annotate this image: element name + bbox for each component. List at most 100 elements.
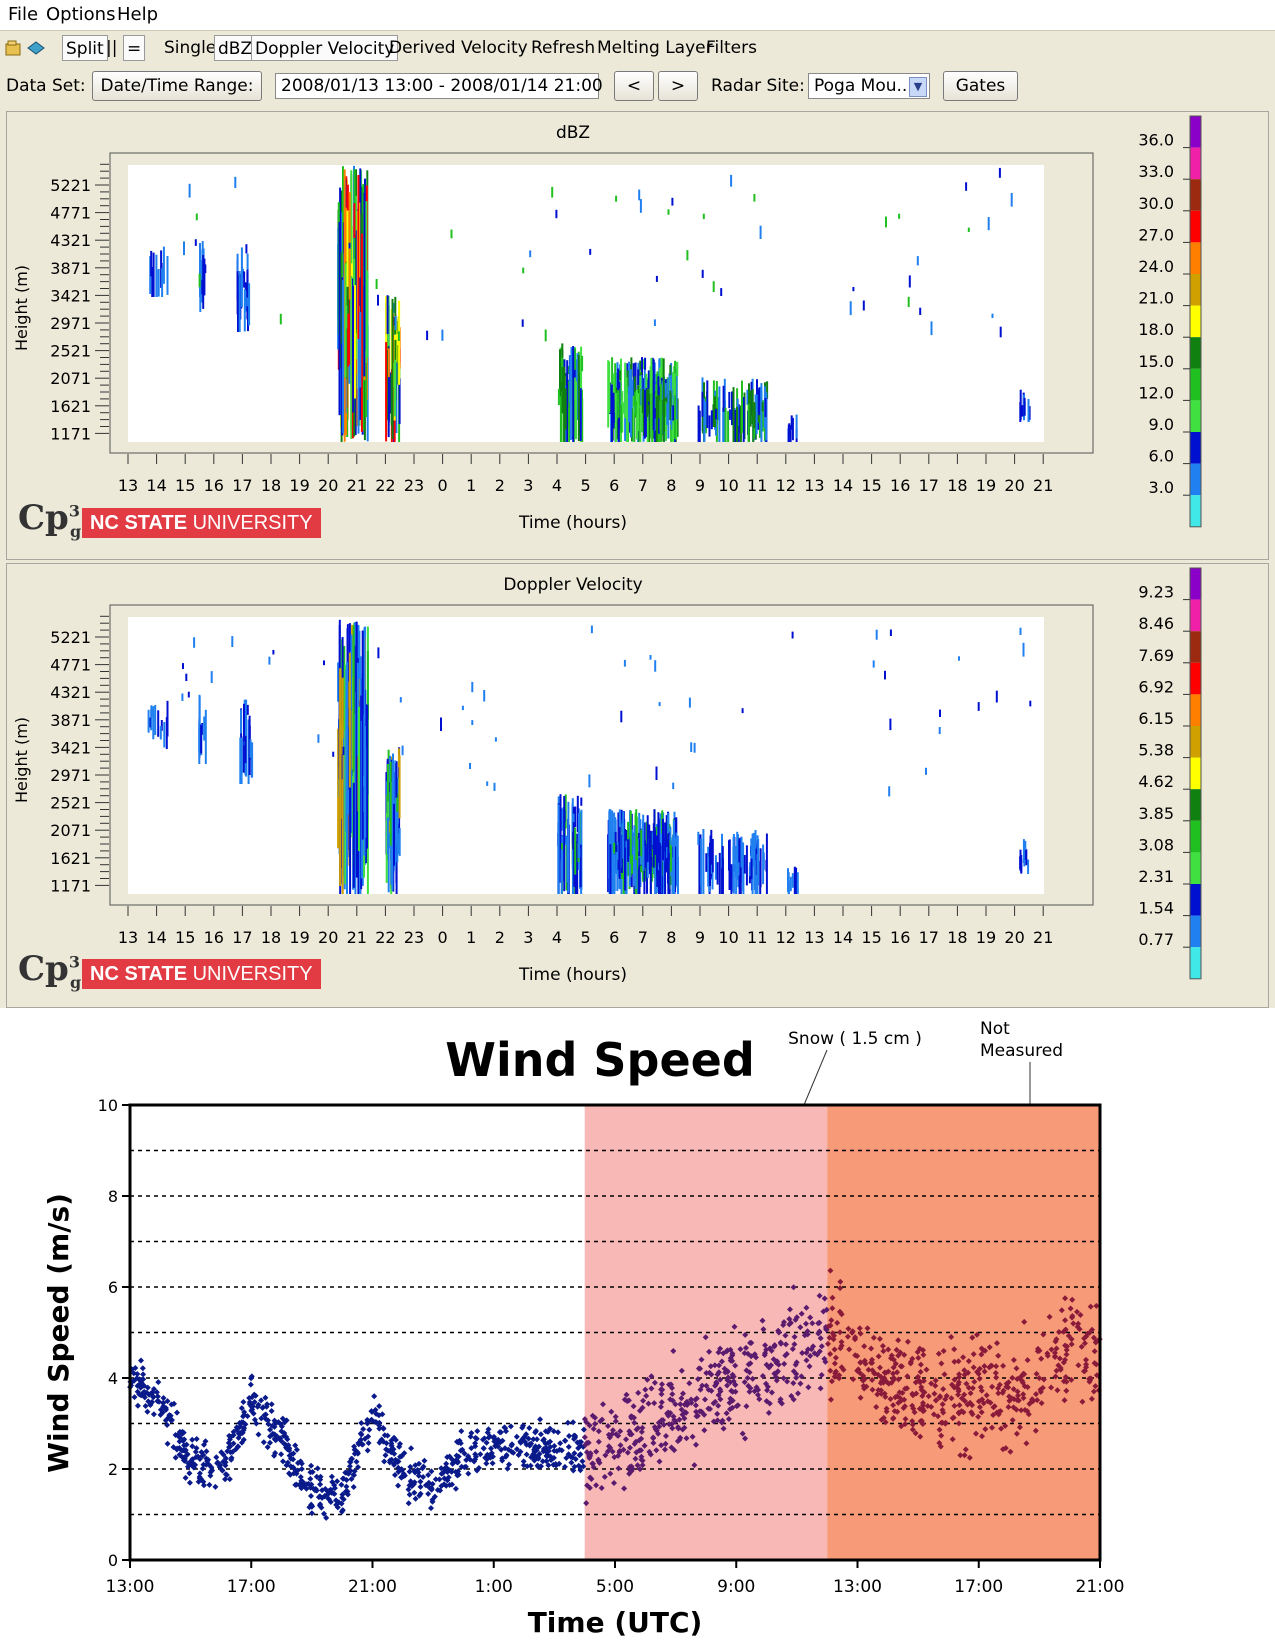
colorbar-label: 33.0 <box>1138 162 1174 181</box>
dbz-button[interactable]: dBZ <box>214 35 257 61</box>
melting-layer-button[interactable]: Melting Layer <box>597 38 713 58</box>
data-point <box>715 1369 722 1376</box>
data-point <box>1076 1326 1083 1333</box>
echo-speckle <box>195 213 198 221</box>
data-point <box>837 1309 844 1316</box>
echo-streak <box>560 382 563 392</box>
data-point <box>1010 1386 1017 1393</box>
date-range-field[interactable]: 2008/01/13 13:00 - 2008/01/14 21:00 <box>275 73 603 99</box>
doppler-velocity-button[interactable]: Doppler Velocity <box>251 35 399 61</box>
chevron-down-icon[interactable]: ▼ <box>909 77 927 97</box>
data-point <box>206 1481 213 1488</box>
data-point <box>239 1430 246 1436</box>
echo-streak <box>673 373 676 396</box>
echo-streak <box>764 398 767 418</box>
date-time-range-button[interactable]: Date/Time Range: <box>92 71 262 101</box>
x-tick-label: 1 <box>466 476 476 495</box>
echo-streak <box>352 625 355 773</box>
echo-streak <box>575 359 578 395</box>
data-point <box>763 1398 770 1405</box>
data-point <box>134 1371 141 1377</box>
data-point <box>706 1348 713 1355</box>
previous-button[interactable]: < <box>614 71 654 101</box>
data-point <box>168 1417 175 1424</box>
x-tick-label: 17 <box>919 928 939 947</box>
split-button[interactable]: Split <box>62 35 108 61</box>
echo-streak <box>574 827 577 875</box>
data-point <box>925 1393 932 1400</box>
echo-streak <box>734 409 737 442</box>
data-point <box>454 1458 461 1465</box>
colorbar-label: 2.31 <box>1138 867 1174 886</box>
echo-streak <box>577 355 580 442</box>
data-point <box>465 1453 472 1460</box>
gates-button[interactable]: Gates <box>943 71 1018 101</box>
data-point <box>138 1357 144 1364</box>
data-point <box>564 1419 571 1426</box>
echo-streak <box>1019 402 1022 422</box>
echo-streak <box>752 843 755 864</box>
data-point <box>960 1354 967 1361</box>
data-point <box>542 1440 549 1447</box>
data-point <box>443 1482 450 1489</box>
echo-speckle <box>919 307 922 315</box>
data-point <box>454 1472 461 1479</box>
echo-streak <box>338 222 341 416</box>
echo-speckle <box>995 690 998 703</box>
data-point <box>1005 1384 1012 1391</box>
stacked-button[interactable]: = <box>123 35 146 61</box>
data-point <box>1020 1391 1027 1398</box>
y-tick-label: 8 <box>108 1187 118 1206</box>
data-point <box>641 1442 648 1449</box>
data-point <box>226 1476 233 1483</box>
data-point <box>513 1433 520 1440</box>
menu-file[interactable]: File <box>8 4 39 25</box>
echo-streak <box>674 360 677 439</box>
derived-velocity-button[interactable]: Derived Velocity <box>389 38 528 58</box>
data-point <box>406 1468 413 1475</box>
echo-streak <box>154 705 157 735</box>
echo-speckle <box>720 288 723 296</box>
echo-streak <box>676 398 679 437</box>
side-by-side-button[interactable]: || <box>106 38 118 58</box>
data-point <box>314 1465 321 1472</box>
data-point <box>348 1476 355 1482</box>
echo-streak <box>204 264 207 274</box>
x-tick-label: 20 <box>318 476 338 495</box>
x-tick-label: 17 <box>232 928 252 947</box>
menu-options[interactable]: Options <box>46 4 116 25</box>
echo-streak <box>639 856 642 865</box>
echo-streak <box>385 820 388 883</box>
data-point <box>192 1448 199 1455</box>
echo-streak <box>665 815 668 854</box>
refresh-button[interactable]: Refresh <box>531 38 596 58</box>
echo-streak <box>751 389 754 424</box>
echo-streak <box>203 716 206 741</box>
data-point <box>1000 1362 1007 1369</box>
data-point <box>898 1423 905 1430</box>
data-point <box>458 1428 465 1435</box>
data-point <box>535 1463 542 1470</box>
logo-super: 3 <box>68 501 80 521</box>
data-point <box>860 1377 867 1384</box>
data-point <box>1016 1424 1023 1431</box>
menu-help[interactable]: Help <box>117 4 159 25</box>
echo-speckle <box>399 697 402 703</box>
data-point <box>716 1362 722 1369</box>
x-tick-label: 18 <box>261 476 281 495</box>
echo-streak <box>646 389 649 417</box>
data-point <box>533 1446 539 1452</box>
echo-streak <box>157 269 160 297</box>
toolbar-open-icon[interactable] <box>4 38 48 58</box>
radar-site-select[interactable]: Poga Mou... ▼ <box>808 73 930 99</box>
echo-streak <box>561 808 564 831</box>
data-point <box>382 1452 389 1459</box>
echo-streak <box>701 391 704 417</box>
single-button[interactable]: Single <box>164 38 217 58</box>
echo-streak <box>351 776 354 838</box>
next-button[interactable]: > <box>658 71 698 101</box>
data-point <box>729 1404 736 1411</box>
data-point <box>739 1430 746 1437</box>
data-point <box>457 1447 464 1454</box>
filters-button[interactable]: Filters <box>706 38 757 58</box>
